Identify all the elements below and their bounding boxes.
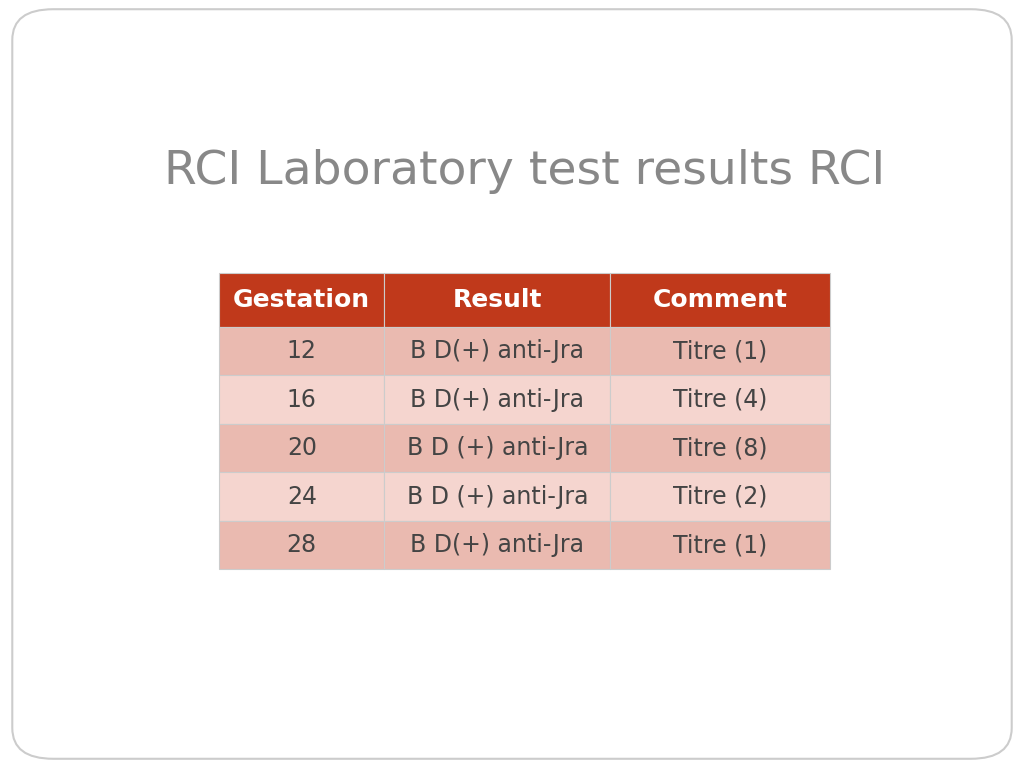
Bar — [610, 273, 830, 327]
Text: B D(+) anti-Jra: B D(+) anti-Jra — [411, 533, 585, 557]
Text: Result: Result — [453, 288, 542, 312]
Text: Titre (2): Titre (2) — [673, 485, 768, 508]
Text: Titre (8): Titre (8) — [673, 436, 768, 460]
Text: 20: 20 — [287, 436, 316, 460]
Text: Gestation: Gestation — [233, 288, 371, 312]
Bar — [610, 327, 830, 376]
Text: Titre (1): Titre (1) — [673, 339, 767, 363]
Text: Titre (4): Titre (4) — [673, 388, 768, 412]
Bar — [384, 424, 610, 472]
Bar — [219, 472, 384, 521]
Bar — [384, 472, 610, 521]
Bar — [384, 327, 610, 376]
Text: RCI Laboratory test results RCI: RCI Laboratory test results RCI — [164, 150, 886, 194]
Text: 24: 24 — [287, 485, 316, 508]
Bar — [384, 376, 610, 424]
Bar — [610, 376, 830, 424]
Bar — [219, 273, 384, 327]
Text: B D(+) anti-Jra: B D(+) anti-Jra — [411, 339, 585, 363]
Bar — [219, 424, 384, 472]
Text: 28: 28 — [287, 533, 316, 557]
Bar — [384, 521, 610, 569]
Bar — [610, 424, 830, 472]
Text: Comment: Comment — [653, 288, 787, 312]
Text: 12: 12 — [287, 339, 316, 363]
Bar — [610, 521, 830, 569]
Bar — [610, 472, 830, 521]
Bar — [384, 273, 610, 327]
Bar — [219, 521, 384, 569]
Text: B D (+) anti-Jra: B D (+) anti-Jra — [407, 485, 588, 508]
Text: Titre (1): Titre (1) — [673, 533, 767, 557]
Text: B D(+) anti-Jra: B D(+) anti-Jra — [411, 388, 585, 412]
Bar — [219, 327, 384, 376]
Text: B D (+) anti-Jra: B D (+) anti-Jra — [407, 436, 588, 460]
Bar — [219, 376, 384, 424]
Text: 16: 16 — [287, 388, 316, 412]
